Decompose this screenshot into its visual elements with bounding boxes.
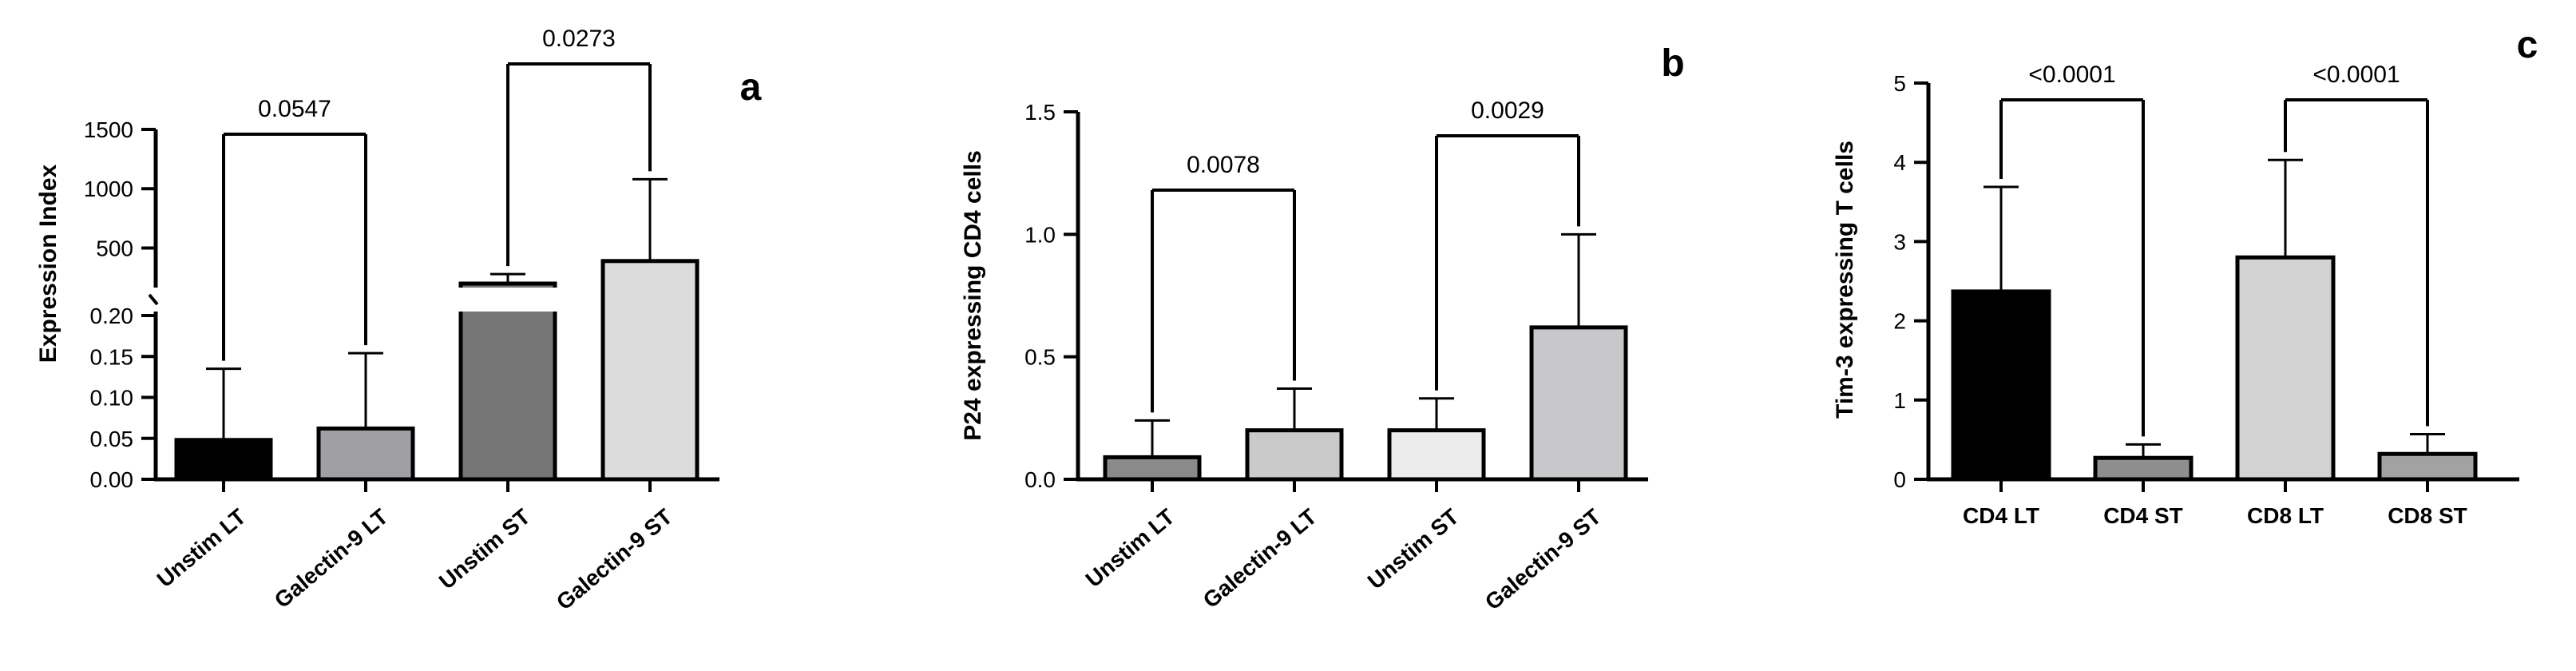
y-tick-label: 1.5	[1024, 100, 1056, 125]
axis-break-gap	[164, 288, 590, 312]
p-value-label: 0.0078	[1187, 152, 1260, 178]
category-label: Unstim LT	[1081, 504, 1179, 592]
y-tick-label: 1000	[84, 177, 133, 201]
y-tick-label: 0.0	[1024, 467, 1056, 492]
y-tick-label: 0.00	[90, 467, 134, 492]
bar-galectin-9-st	[600, 259, 699, 482]
y-tick-label: 2	[1893, 309, 1906, 334]
panel-letter: a	[740, 66, 762, 109]
category-label: CD4 LT	[1963, 503, 2039, 528]
category-label: CD8 LT	[2247, 503, 2324, 528]
p-value-label: <0.0001	[2312, 62, 2400, 88]
y-tick-label: 4	[1893, 150, 1906, 175]
bar-unstim-lt	[174, 438, 273, 482]
p-value-label: 0.0547	[258, 96, 331, 122]
category-label: Unstim ST	[434, 504, 535, 594]
panel-letter: c	[2517, 24, 2538, 66]
y-tick-label: 1	[1893, 388, 1906, 413]
y-tick-label: 500	[96, 236, 133, 260]
category-label: Galectin-9 ST	[1480, 504, 1606, 615]
y-tick-label: 0.10	[90, 386, 134, 411]
significance-bracket: 0.0029	[1435, 97, 1580, 391]
y-tick-label: 0.20	[90, 304, 134, 328]
category-label: Unstim LT	[153, 504, 251, 592]
y-tick-label: 0.5	[1024, 345, 1056, 370]
bar-unstim-st	[458, 281, 557, 482]
category-label: Galectin-9 ST	[552, 504, 677, 615]
significance-bracket: 0.0273	[506, 26, 652, 267]
p-value-label: 0.0273	[542, 26, 616, 52]
bar-galectin-9-lt	[316, 426, 415, 482]
y-axis-title: P24 expressing CD4 cells	[960, 150, 986, 441]
y-tick-label: 5	[1893, 71, 1906, 96]
y-axis-title: Expression Index	[35, 164, 61, 363]
y-tick-label: 0	[1893, 467, 1906, 492]
panel-letter: b	[1661, 42, 1684, 85]
bar-cd4-st	[2093, 455, 2194, 482]
significance-bracket: <0.0001	[2284, 62, 2429, 427]
significance-bracket: 0.0078	[1151, 152, 1296, 413]
significance-bracket: 0.0547	[222, 96, 367, 361]
category-label: Unstim ST	[1363, 504, 1464, 594]
y-tick-label: 0.05	[90, 427, 134, 451]
axis-break-mark	[148, 293, 159, 306]
y-tick-label: 1500	[84, 117, 133, 142]
bar-unstim-st	[1387, 428, 1486, 482]
bar-cd4-lt	[1951, 289, 2051, 482]
category-label: Galectin-9 LT	[1199, 504, 1322, 613]
category-label: CD4 ST	[2103, 503, 2183, 528]
p-value-label: 0.0029	[1471, 97, 1544, 124]
y-tick-label: 3	[1893, 229, 1906, 254]
category-label: Galectin-9 LT	[270, 504, 393, 613]
bar-cd8-st	[2377, 451, 2478, 482]
bar-unstim-lt	[1103, 455, 1202, 482]
y-tick-label: 0.15	[90, 344, 134, 369]
bar-cd8-lt	[2235, 255, 2336, 482]
category-label: CD8 ST	[2388, 503, 2467, 528]
significance-bracket: <0.0001	[1999, 62, 2145, 437]
chart-panel-a: 0.00 0.05 0.10 0.15 0.20 500 1000 1500 Unstim LT…	[35, 26, 762, 615]
y-tick-label: 1.0	[1024, 222, 1056, 247]
chart-panel-b: 0.0 0.5 1.0 1.5 Unstim LT Galectin-9 LT Unstim…	[960, 42, 1685, 615]
y-axis-title: Tim-3 expressing T cells	[1832, 141, 1858, 419]
p-value-label: <0.0001	[2028, 62, 2115, 88]
chart-panel-c: 0 1 2 3 4 5 CD4 LT CD4 ST CD8 LT CD8 ST Tim-3 expr…	[1832, 24, 2538, 528]
bar-galectin-9-lt	[1245, 428, 1344, 482]
bar-galectin-9-st	[1529, 325, 1628, 482]
